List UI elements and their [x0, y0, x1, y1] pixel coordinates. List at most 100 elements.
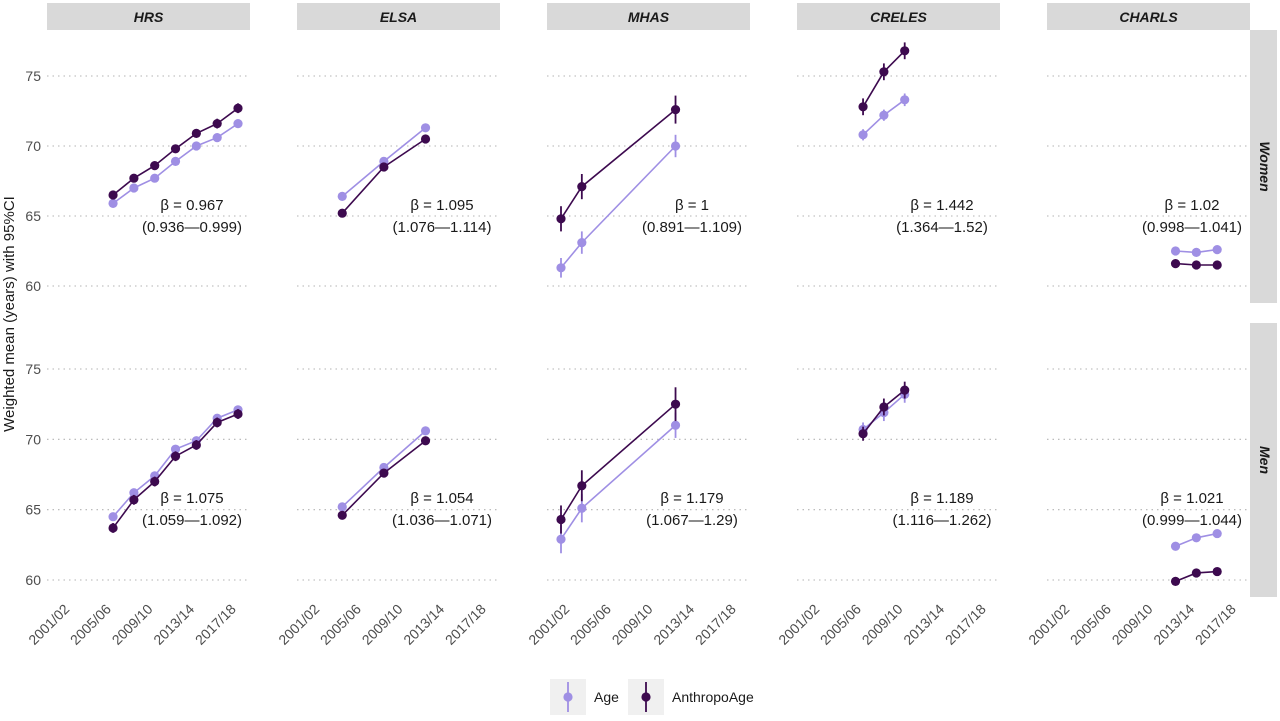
data-point-age: [879, 110, 889, 120]
x-tick-label: 2017/18: [1192, 601, 1239, 648]
data-point-anthropoage: [670, 105, 681, 115]
legend-label-anthropoage: AnthropoAge: [672, 689, 754, 705]
x-tick-label: 2013/14: [1150, 601, 1197, 648]
x-tick-label: 2017/18: [692, 601, 739, 648]
x-tick-label: 2017/18: [442, 601, 489, 648]
data-point-age: [1212, 245, 1222, 255]
x-tick-label: 2009/10: [609, 601, 656, 648]
data-point-anthropoage: [212, 119, 222, 129]
legend-key-point: [641, 692, 651, 702]
x-tick-label: 2009/10: [109, 601, 156, 648]
beta-annotation: β = 1.189: [910, 490, 973, 507]
data-point-anthropoage: [108, 523, 118, 533]
facet-strip-women: [1250, 30, 1277, 303]
ci-annotation: (0.998—1.041): [1142, 219, 1242, 236]
data-point-anthropoage: [337, 510, 347, 520]
series-line-anthropoage: [112, 413, 239, 529]
series-line-age: [560, 145, 677, 269]
y-tick-label: 75: [25, 68, 41, 84]
data-point-age: [108, 512, 118, 522]
data-point-anthropoage: [556, 514, 566, 525]
data-point-anthropoage: [879, 67, 889, 77]
data-point-anthropoage: [858, 429, 868, 439]
x-tick-label: 2001/02: [525, 601, 572, 648]
x-tick-label: 2005/06: [817, 601, 864, 648]
facet-label-creles: CRELES: [870, 9, 927, 25]
panel-hrs-men: β = 1.075 (1.059—1.092): [108, 405, 243, 533]
data-point-anthropoage: [900, 385, 910, 395]
data-point-age: [577, 503, 587, 513]
data-point-anthropoage: [1191, 568, 1201, 578]
beta-annotation: β = 1.075: [160, 490, 223, 507]
facet-label-men: Men: [1257, 446, 1273, 474]
facet-strip-charls: [1047, 3, 1250, 30]
x-tick-label: 2013/14: [150, 601, 197, 648]
panel-charls-women: β = 1.02 (0.998—1.041): [1142, 197, 1242, 270]
facet-strip-creles: [797, 3, 1000, 30]
panel-mhas-men: β = 1.179 (1.067—1.29): [556, 387, 738, 554]
data-point-anthropoage: [556, 214, 566, 224]
data-point-age: [900, 95, 910, 105]
data-point-anthropoage: [191, 128, 201, 138]
x-tick-label: 2013/14: [400, 601, 447, 648]
y-tick-label: 60: [25, 278, 41, 294]
panel-charls-men: β = 1.021 (0.999—1.044): [1142, 490, 1242, 587]
data-point-age: [191, 141, 201, 151]
facet-label-mhas: MHAS: [628, 9, 670, 25]
x-tick-label: 2005/06: [1067, 601, 1114, 648]
facet-label-women: Women: [1257, 141, 1273, 191]
panel-elsa-women: β = 1.095 (1.076—1.114): [337, 123, 492, 236]
ci-annotation: (0.936—0.999): [142, 219, 242, 236]
x-tick-label: 2005/06: [567, 601, 614, 648]
data-point-anthropoage: [191, 440, 201, 450]
facet-label-charls: CHARLS: [1119, 9, 1178, 25]
x-tick-label: 2017/18: [192, 601, 239, 648]
legend-key-point: [563, 692, 573, 702]
data-point-age: [233, 119, 243, 129]
x-tick-label: 2005/06: [67, 601, 114, 648]
data-point-age: [420, 426, 431, 436]
data-point-anthropoage: [150, 161, 160, 171]
ci-annotation: (1.076—1.114): [393, 219, 492, 236]
x-tick-label: 2001/02: [1025, 601, 1072, 648]
data-point-age: [670, 141, 681, 151]
data-point-age: [858, 130, 868, 140]
panel-creles-men: β = 1.189 (1.116—1.262): [858, 381, 992, 529]
data-point-anthropoage: [337, 208, 347, 218]
beta-annotation: β = 1.095: [410, 197, 473, 214]
data-point-anthropoage: [108, 190, 118, 200]
data-point-anthropoage: [233, 103, 243, 113]
beta-annotation: β = 0.967: [160, 197, 223, 214]
y-tick-label: 60: [25, 572, 41, 588]
facet-strip-elsa: [297, 3, 500, 30]
beta-annotation: β = 1: [675, 197, 709, 214]
ci-annotation: (1.364—1.52): [896, 219, 988, 236]
panel-creles-women: β = 1.442 (1.364—1.52): [858, 42, 988, 236]
data-point-anthropoage: [577, 182, 587, 192]
beta-annotation: β = 1.021: [1160, 490, 1223, 507]
x-tick-label: 2009/10: [359, 601, 406, 648]
facet-strip-men: [1250, 323, 1277, 597]
data-point-anthropoage: [1191, 260, 1201, 270]
beta-annotation: β = 1.02: [1165, 197, 1220, 214]
series-line-anthropoage: [560, 403, 677, 520]
ci-annotation: (1.067—1.29): [646, 512, 738, 529]
data-point-age: [212, 133, 222, 143]
data-point-anthropoage: [1170, 576, 1181, 587]
x-tick-label: 2013/14: [650, 601, 697, 648]
data-point-anthropoage: [379, 468, 389, 478]
legend: Age AnthropoAge: [550, 679, 754, 715]
data-point-age: [556, 534, 566, 544]
x-tick-label: 2013/14: [900, 601, 947, 648]
x-tick-label: 2009/10: [1109, 601, 1156, 648]
data-point-age: [1191, 533, 1201, 543]
data-point-age: [420, 123, 431, 133]
data-point-anthropoage: [900, 46, 910, 56]
ci-annotation: (1.116—1.262): [893, 512, 992, 529]
facet-strip-hrs: [47, 3, 250, 30]
data-point-anthropoage: [420, 134, 431, 144]
ci-annotation: (0.891—1.109): [642, 219, 742, 236]
data-point-age: [337, 502, 347, 512]
data-point-anthropoage: [577, 481, 587, 491]
data-point-anthropoage: [170, 451, 181, 461]
